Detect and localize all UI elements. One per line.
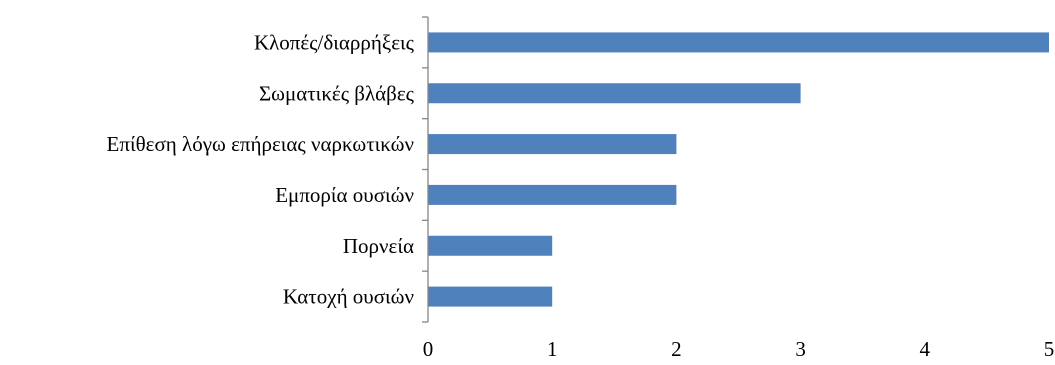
x-tick-labels: 0 1 2 3 4 5 bbox=[423, 337, 1055, 361]
category-label: Επίθεση λόγω επήρειας ναρκωτικών bbox=[107, 132, 414, 156]
bar bbox=[428, 83, 801, 104]
category-label: Εμπορία ουσιών bbox=[275, 183, 414, 207]
x-tick-label: 1 bbox=[547, 337, 558, 361]
category-label: Κατοχή ουσιών bbox=[283, 285, 414, 309]
category-label: Πορνεία bbox=[343, 234, 414, 258]
x-tick-label: 0 bbox=[423, 337, 434, 361]
x-tick-label: 2 bbox=[671, 337, 682, 361]
category-labels: Κλοπές/διαρρήξεις Σωματικές βλάβες Επίθεση… bbox=[107, 30, 415, 308]
x-tick-label: 3 bbox=[795, 337, 806, 361]
bar bbox=[428, 286, 553, 307]
category-label: Σωματικές βλάβες bbox=[259, 81, 415, 105]
bars-group bbox=[428, 32, 1049, 307]
bar bbox=[428, 235, 553, 256]
x-tick-label: 5 bbox=[1044, 337, 1055, 361]
category-label: Κλοπές/διαρρήξεις bbox=[254, 30, 415, 54]
y-axis-ticks bbox=[422, 16, 428, 323]
bar bbox=[428, 184, 677, 205]
x-tick-label: 4 bbox=[920, 337, 931, 361]
bar bbox=[428, 134, 677, 155]
bar bbox=[428, 32, 1049, 53]
